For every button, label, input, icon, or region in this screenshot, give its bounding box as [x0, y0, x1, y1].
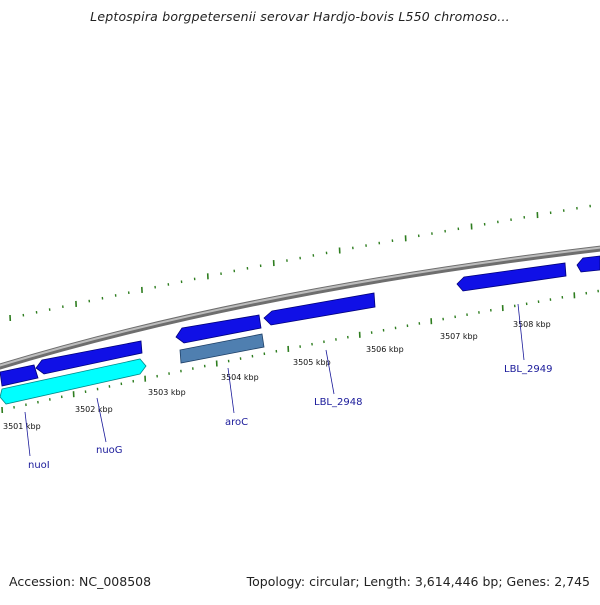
tick-label: 3507 kbp — [440, 332, 478, 341]
tick-label: 3501 kbp — [3, 422, 41, 431]
tick-label: 3508 kbp — [513, 320, 551, 329]
tick-label: 3505 kbp — [293, 358, 331, 367]
topology-summary: Topology: circular; Length: 3,614,446 bp… — [247, 574, 590, 589]
gene-label-LBL_2949[interactable]: LBL_2949 — [504, 364, 552, 375]
gene-label-nuoG[interactable]: nuoG — [96, 445, 123, 456]
cds-feature[interactable] — [577, 256, 600, 272]
tick-label: 3506 kbp — [366, 345, 404, 354]
accession-text: Accession: NC_008508 — [9, 574, 151, 589]
gene-label-nuoI[interactable]: nuoI — [28, 460, 50, 471]
gene-label-LBL_2948[interactable]: LBL_2948 — [314, 397, 362, 408]
map-title: Leptospira borgpetersenii serovar Hardjo… — [0, 9, 600, 24]
tick-label: 3502 kbp — [75, 405, 113, 414]
gene-label-aroC[interactable]: aroC — [225, 417, 248, 428]
tick-label: 3504 kbp — [221, 373, 259, 382]
tick-label: 3503 kbp — [148, 388, 186, 397]
